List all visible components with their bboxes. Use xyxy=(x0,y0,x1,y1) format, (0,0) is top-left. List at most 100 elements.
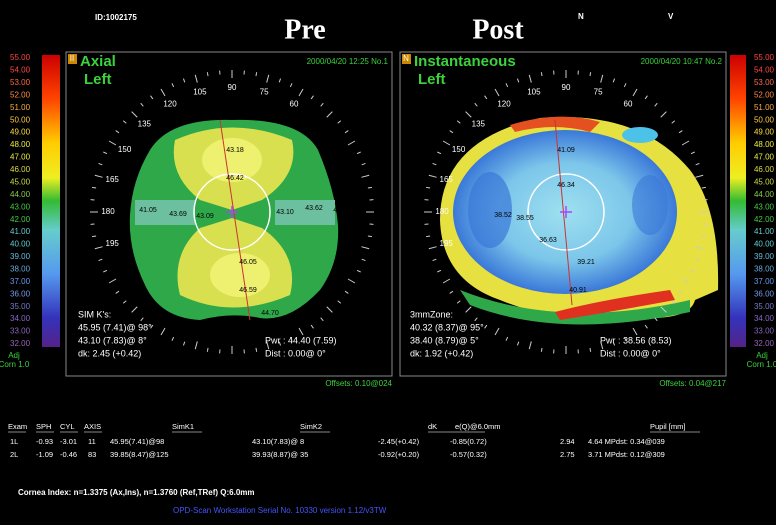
badge-text: N xyxy=(403,54,409,63)
map-value: 43.09 xyxy=(196,213,214,220)
offsets: Offsets: 0.04@217 xyxy=(659,379,726,388)
map-region xyxy=(632,175,668,235)
map-region xyxy=(468,172,512,248)
compass-label: 180 xyxy=(101,207,115,216)
compass-tick xyxy=(590,72,591,76)
sim-line: 38.40 (8.79)@ 5° xyxy=(410,335,479,345)
scale-label: 54.00 xyxy=(10,66,31,75)
compass-label: 195 xyxy=(440,239,454,248)
scale-label: 44.00 xyxy=(754,190,775,199)
compass-label: 165 xyxy=(440,175,454,184)
color-scale-right xyxy=(730,55,746,347)
table-header: AXIS xyxy=(84,422,101,431)
scale-label: 44.00 xyxy=(10,190,31,199)
map-value: 44.70 xyxy=(261,310,279,317)
table-cell: 39.85(8.47)@125 xyxy=(110,450,169,459)
badge-text: II xyxy=(70,54,74,63)
table-cell: 11 xyxy=(88,437,96,446)
sim-line: dk: 2.45 (+0.42) xyxy=(78,348,141,358)
compass-label: 60 xyxy=(624,100,633,109)
scale-label: 33.00 xyxy=(10,327,31,336)
map-title: Instantaneous xyxy=(414,53,516,70)
scale-label: 53.00 xyxy=(10,78,31,87)
map-value: 43.69 xyxy=(169,211,187,218)
compass-label: 195 xyxy=(106,239,120,248)
post-label: Post xyxy=(472,14,524,45)
sim-line: 40.32 (8.37)@ 95° xyxy=(410,322,484,332)
compass-label: 90 xyxy=(228,83,237,92)
scale-label: 50.00 xyxy=(754,115,775,124)
scale-label: 50.00 xyxy=(10,115,31,124)
map-value: 41.05 xyxy=(139,207,157,214)
table-cell: 2.94 xyxy=(560,437,575,446)
scale-label: 42.00 xyxy=(10,215,31,224)
table-cell: 2.75 xyxy=(560,450,575,459)
scale-label: 34.00 xyxy=(10,314,31,323)
sim-label: SIM K's: xyxy=(78,309,111,319)
compass-label: 180 xyxy=(435,207,449,216)
table-cell: 43.10(7.83)@ 8 xyxy=(252,437,304,446)
table-header: SimK2 xyxy=(300,422,322,431)
scale-label: 55.00 xyxy=(754,53,775,62)
compass-tick xyxy=(207,348,208,352)
power: Pwr : 44.40 (7.59) xyxy=(265,335,337,345)
scale-label: 37.00 xyxy=(10,277,31,286)
scale-footer: Corn 1.0 xyxy=(0,360,30,369)
scale-label: 43.00 xyxy=(754,202,775,211)
scale-label: 34.00 xyxy=(754,314,775,323)
scale-label: 41.00 xyxy=(10,227,31,236)
scale-label: 54.00 xyxy=(754,66,775,75)
sim-line: 43.10 (7.83)@ 8° xyxy=(78,335,147,345)
compass-label: 120 xyxy=(497,100,511,109)
scale-label: 41.00 xyxy=(754,227,775,236)
table-header: SimK1 xyxy=(172,422,194,431)
map-value: 46.05 xyxy=(239,259,257,266)
map-value: 46.34 xyxy=(557,182,575,189)
v-label: V xyxy=(668,12,674,21)
compass-tick xyxy=(92,187,96,188)
table-cell: -0.93 xyxy=(36,437,53,446)
compass-label: 105 xyxy=(193,87,207,96)
patient-id: ID:1002175 xyxy=(95,13,137,22)
table-cell: -0.92(+0.20) xyxy=(378,450,420,459)
compass-tick xyxy=(541,72,542,76)
table-cell: -0.57(0.32) xyxy=(450,450,487,459)
scale-label: 40.00 xyxy=(754,240,775,249)
compass-label: 150 xyxy=(118,145,132,154)
table-cell: 1L xyxy=(10,437,18,446)
compass-tick xyxy=(368,236,372,237)
table-cell: -0.85(0.72) xyxy=(450,437,487,446)
compass-tick xyxy=(426,187,430,188)
scale-label: 42.00 xyxy=(754,215,775,224)
offsets: Offsets: 0.10@024 xyxy=(325,379,392,388)
compass-tick xyxy=(92,236,96,237)
compass-tick xyxy=(702,236,706,237)
compass-label: 105 xyxy=(527,87,541,96)
scale-label: 45.00 xyxy=(754,177,775,186)
compass-label: 60 xyxy=(290,100,299,109)
scale-label: 36.00 xyxy=(754,289,775,298)
compass-label: 165 xyxy=(106,175,120,184)
map-value: 43.62 xyxy=(305,205,323,212)
sim-line: dk: 1.92 (+0.42) xyxy=(410,348,473,358)
scale-label: 55.00 xyxy=(10,53,31,62)
compass-label: 75 xyxy=(260,87,269,96)
table-cell: -0.46 xyxy=(60,450,77,459)
scale-label: 51.00 xyxy=(754,103,775,112)
map-value: 36.63 xyxy=(539,237,557,244)
eye-label: Left xyxy=(418,71,446,88)
table-cell: -1.09 xyxy=(36,450,53,459)
map-value: 43.72 xyxy=(333,207,351,214)
table-cell: 39.93(8.87)@ 35 xyxy=(252,450,308,459)
scale-footer: Adj xyxy=(8,351,20,360)
distance: Dist : 0.00@ 0° xyxy=(265,348,326,358)
scale-footer: Adj xyxy=(756,351,768,360)
scale-label: 39.00 xyxy=(754,252,775,261)
table-cell: 45.95(7.41)@98 xyxy=(110,437,164,446)
compass-label: 150 xyxy=(452,145,466,154)
map-value: 40.91 xyxy=(569,287,587,294)
exam-datetime: 2000/04/20 10:47 No.2 xyxy=(641,57,723,66)
scale-label: 48.00 xyxy=(754,140,775,149)
compass-label: 90 xyxy=(562,83,571,92)
table-header: dK xyxy=(428,422,437,431)
